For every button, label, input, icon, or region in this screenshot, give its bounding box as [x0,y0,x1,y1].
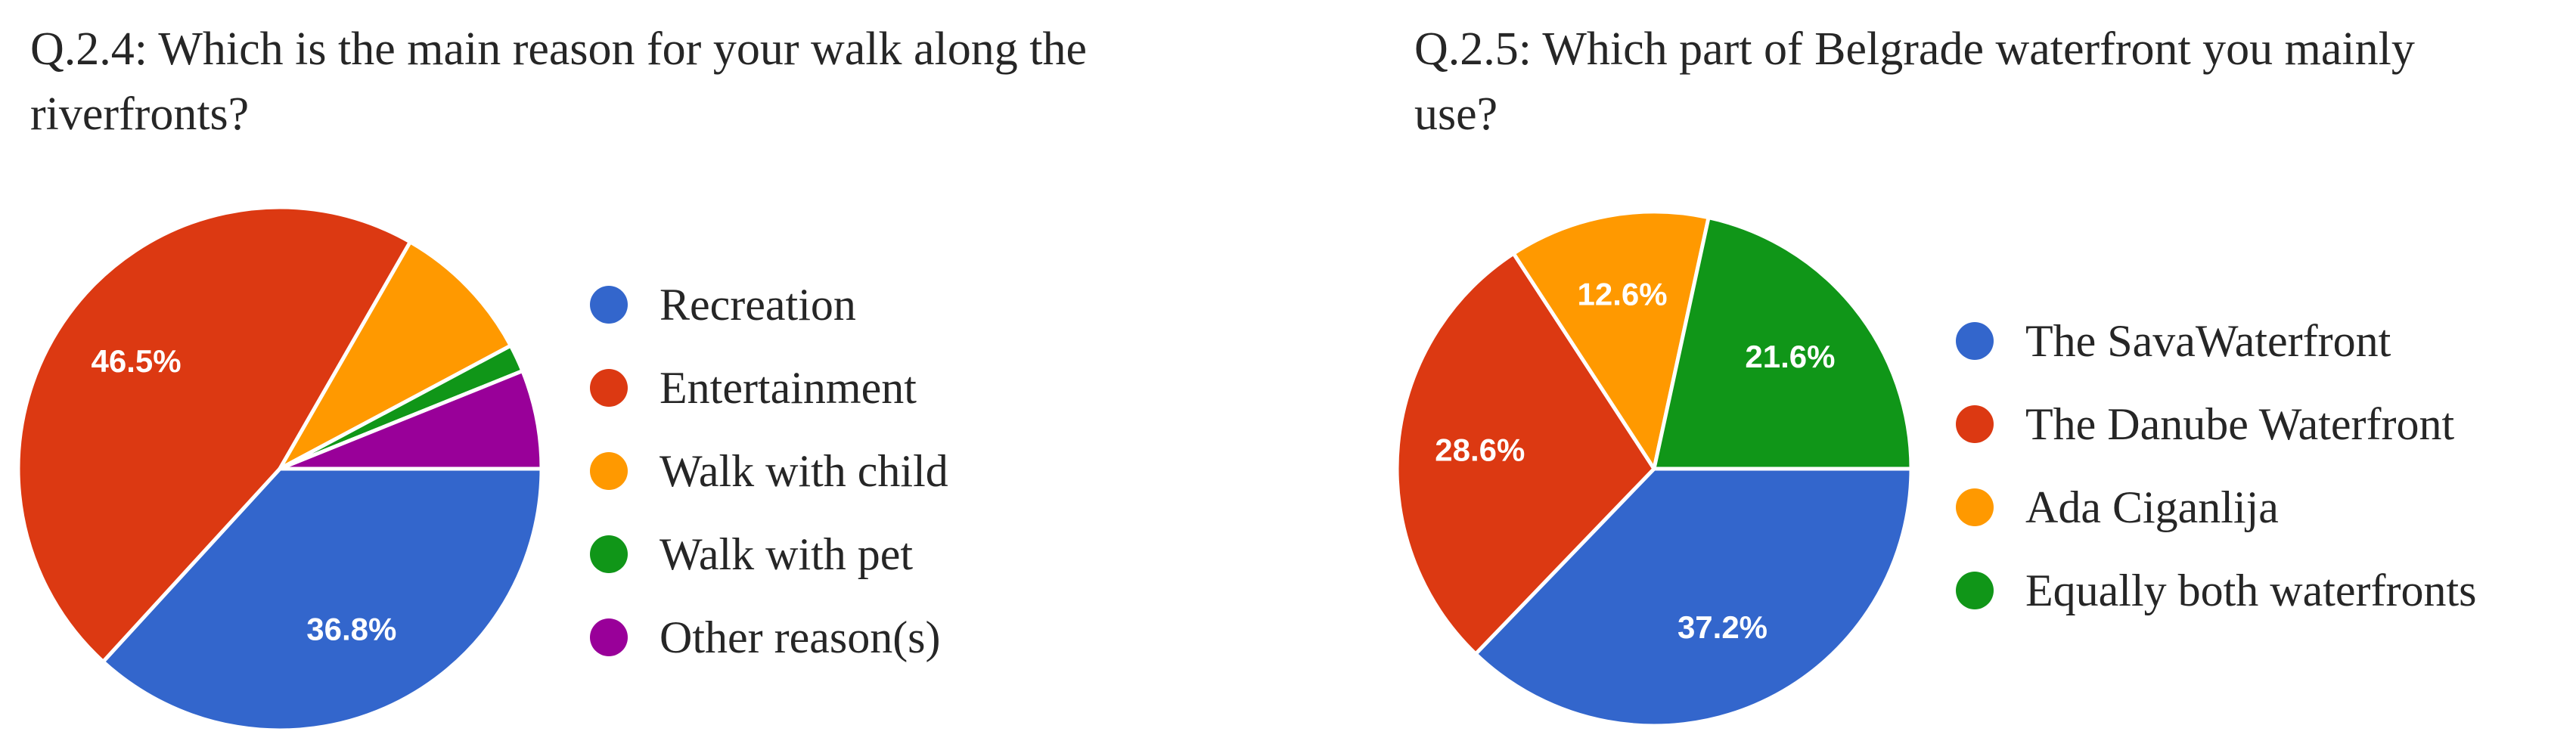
legend-swatch-icon [1956,405,1994,443]
legend-item[interactable]: The Danube Waterfront [1956,383,2477,466]
legend-item[interactable]: Ada Ciganlija [1956,466,2477,549]
legend-item[interactable]: Recreation [590,263,948,346]
legend-label: Recreation [660,280,856,330]
legend-label: Equally both waterfronts [2025,566,2477,615]
legend-label: The Danube Waterfront [2025,399,2455,449]
slice-value-label: 28.6% [1435,432,1525,467]
legend-swatch-icon [1956,322,1994,360]
legend-item[interactable]: Walk with pet [590,513,948,596]
legend-label: Ada Ciganlija [2025,482,2279,532]
legend-item[interactable]: Walk with child [590,429,948,513]
legend-item[interactable]: Entertainment [590,346,948,429]
slice-value-label: 21.6% [1745,339,1835,374]
slice-value-label: 36.8% [306,611,396,646]
pie-slice-equally-both-waterfronts[interactable] [1652,215,1913,471]
legend-swatch-icon [590,286,628,324]
pie-slice-recreation[interactable] [101,466,544,733]
legend-swatch-icon [590,618,628,656]
legend-swatch-icon [1956,488,1994,526]
pie-slice-the-danube-waterfront[interactable] [1395,251,1656,656]
chart-legend: The SavaWaterfront The Danube Waterfront A… [1956,299,2477,632]
slice-value-label: 37.2% [1678,609,1768,645]
legend-swatch-icon [1956,572,1994,609]
pie-chart: 37.2% 28.6% 12.6% 21.6% [1395,209,1913,728]
slice-value-label: 46.5% [92,343,182,379]
pie-slice-ada-ciganlija[interactable] [1511,209,1711,471]
legend-label: Walk with child [660,446,948,496]
legend-item[interactable]: Equally both waterfronts [1956,549,2477,632]
legend-label: Other reason(s) [660,612,941,662]
legend-swatch-icon [590,369,628,407]
pie-slice-other-reason-s[interactable] [278,369,544,471]
pie-slice-walk-with-child[interactable] [278,240,513,471]
legend-item[interactable]: Other reason(s) [590,596,948,679]
legend-swatch-icon [590,452,628,490]
legend-item[interactable]: The SavaWaterfront [1956,299,2477,383]
legend-label: Walk with pet [660,529,914,579]
pie-slice-the-savawaterfront[interactable] [1473,466,1913,728]
chart-panel-waterfront: Q.2.5: Which part of Belgrade waterfront… [1286,0,2576,747]
chart-title: Q.2.4: Which is the main reason for your… [30,23,1087,140]
slice-value-label: 12.6% [1578,277,1668,312]
legend-swatch-icon [590,535,628,573]
chart-legend: Recreation Entertainment Walk with child Wa… [590,263,948,679]
pie-chart: 36.8% 46.5% [16,205,544,733]
chart-panel-reasons: Q.2.4: Which is the main reason for your… [0,0,1286,747]
legend-label: The SavaWaterfront [2025,316,2391,366]
legend-label: Entertainment [660,363,917,413]
pie-slice-entertainment[interactable] [16,205,412,664]
chart-title: Q.2.5: Which part of Belgrade waterfront… [1414,23,2415,140]
